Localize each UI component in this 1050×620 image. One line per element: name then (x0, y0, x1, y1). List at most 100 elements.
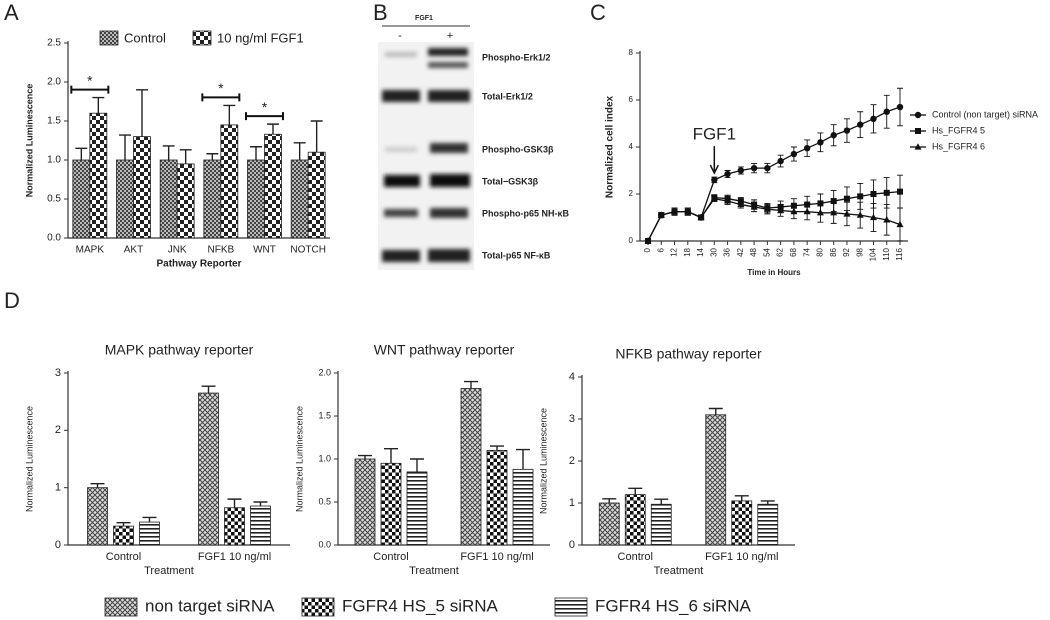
bar (624, 494, 646, 546)
blot-row-label: Total−GSK3β (482, 176, 539, 186)
marker (883, 189, 890, 196)
bar (176, 163, 195, 239)
x-tick-label: 0 (643, 247, 652, 252)
marker (777, 206, 785, 214)
error-bar (119, 134, 131, 160)
marker (671, 207, 679, 215)
marker (857, 121, 864, 128)
error-bar (708, 407, 723, 415)
error-bar (384, 447, 398, 464)
x-tick-label: 98 (855, 247, 864, 256)
y-axis-label: Normalized Luminescence (24, 84, 34, 198)
significance-label: * (87, 72, 93, 88)
error-bar (628, 487, 643, 495)
legend-swatch (301, 597, 335, 617)
blot-row-label: Phospho-p65 NH-κB (482, 208, 570, 218)
marker (830, 209, 838, 216)
marker (737, 167, 745, 174)
x-tick-label: 14 (696, 247, 705, 256)
significance-bracket (70, 85, 110, 94)
x-tick-label: AKT (124, 245, 143, 256)
bar (72, 159, 91, 239)
y-tick-label: 2.0 (318, 367, 331, 377)
legend-swatch (104, 597, 138, 617)
legend-label: FGFR4 HS_6 siRNA (595, 596, 752, 615)
x-tick-label: MAPK (76, 245, 105, 256)
error-bar (410, 458, 424, 472)
marker (869, 213, 877, 221)
marker (870, 191, 877, 197)
marker (914, 111, 922, 119)
significance-bracket (201, 93, 241, 102)
bar (133, 136, 151, 239)
bar (250, 505, 271, 546)
marker (843, 127, 851, 134)
y-tick-label: 4 (629, 142, 634, 151)
error-bar (490, 445, 504, 451)
x-tick-label: 68 (789, 247, 798, 256)
marker (697, 213, 705, 221)
y-tick-label: 8 (629, 48, 634, 57)
marker (803, 144, 811, 152)
bar (307, 151, 326, 239)
marker (856, 211, 864, 218)
y-tick-label: 2.0 (47, 77, 61, 88)
error-bar (464, 380, 478, 389)
marker (843, 210, 851, 217)
x-tick-label: 110 (882, 247, 891, 260)
marker (790, 150, 798, 158)
y-tick-label: 1.5 (47, 116, 61, 127)
bar (460, 388, 482, 546)
bar (89, 112, 108, 239)
marker (764, 164, 771, 172)
x-tick-label: FGF1 10 ng/ml (198, 551, 271, 563)
blot-bands (382, 48, 470, 262)
y-tick-label: 0.0 (47, 233, 61, 244)
panel-letter: C (590, 0, 606, 25)
error-bar (179, 149, 192, 164)
marker (883, 108, 890, 115)
x-tick-label: 48 (749, 247, 758, 256)
error-bar (760, 500, 775, 505)
bar (705, 414, 727, 546)
marker (684, 207, 692, 215)
error-bar (227, 498, 242, 508)
x-tick-label: 18 (683, 247, 692, 256)
marker (803, 207, 811, 215)
marker (724, 197, 732, 204)
error-bar (602, 498, 617, 503)
axis (639, 51, 908, 242)
x-tick-label: 6 (656, 247, 665, 252)
error-bar (516, 448, 530, 470)
marker (644, 237, 652, 244)
bar (113, 525, 134, 546)
blot-row-label: Total-Erk1/2 (482, 91, 533, 101)
blot-row-label: Phospho-GSK3β (482, 144, 554, 154)
x-tick-label: 74 (802, 247, 811, 256)
marker (830, 132, 837, 139)
x-tick-label: WNT (253, 245, 276, 256)
error-bar (136, 89, 148, 137)
bar (264, 133, 282, 239)
error-bar (310, 120, 323, 153)
marker (657, 211, 665, 218)
x-tick-label: Control (373, 551, 408, 563)
x-tick-label: NFKB (207, 245, 234, 256)
chart-title: WNT pathway reporter (374, 342, 515, 358)
legend-label: FGFR4 HS_5 siRNA (342, 596, 499, 615)
marker (711, 176, 718, 184)
panel-letter: B (373, 0, 388, 25)
error-bar (253, 501, 268, 507)
y-tick-label: 0 (569, 539, 575, 551)
legend-label: 10 ng/ml FGF1 (217, 30, 304, 45)
x-tick-label: 92 (842, 247, 851, 256)
y-tick-label: 3 (569, 413, 575, 425)
blot-header: FGF1 (415, 15, 433, 22)
y-tick-label: 4 (569, 371, 575, 383)
marker (830, 198, 837, 205)
marker (896, 103, 904, 111)
significance-label: * (262, 99, 268, 115)
error-bar (734, 495, 749, 501)
bar (116, 159, 134, 239)
x-tick-label: Control (106, 551, 141, 563)
